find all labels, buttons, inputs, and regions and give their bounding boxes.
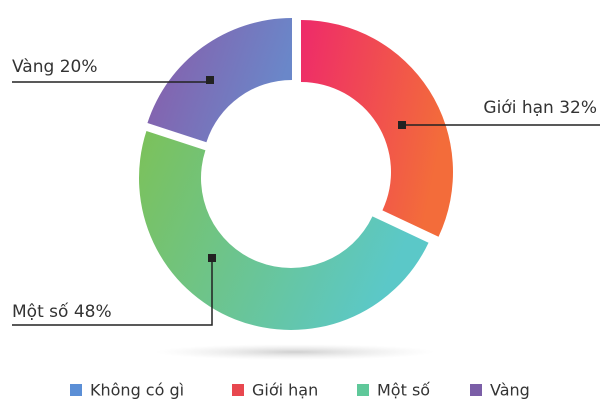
leader-marker	[398, 121, 406, 129]
legend-swatch	[470, 384, 482, 396]
data-label: Một số 48%	[12, 301, 112, 322]
data-label: Giới hạn 32%	[483, 98, 597, 118]
donut-segment	[301, 20, 453, 237]
label-value: 32%	[559, 98, 597, 118]
label-value: 20%	[60, 57, 98, 77]
leader-line	[12, 258, 213, 326]
shadow	[155, 344, 435, 360]
label-value: 48%	[74, 302, 112, 322]
label-name: Giới hạn	[483, 98, 553, 118]
leader-marker	[206, 76, 214, 84]
donut-segment	[147, 18, 292, 143]
legend-swatch	[70, 384, 82, 396]
label-name: Vàng	[12, 57, 54, 77]
legend-swatch	[357, 384, 369, 396]
legend-label: Giới hạn	[252, 381, 318, 400]
legend-label: Một số	[377, 381, 430, 400]
legend-swatch	[232, 384, 244, 396]
legend-label: Không có gì	[90, 381, 184, 400]
leader-marker	[208, 254, 216, 262]
donut-segment	[138, 131, 429, 331]
label-name: Một số	[12, 301, 69, 322]
data-label: Vàng 20%	[12, 57, 98, 77]
legend-label: Vàng	[490, 381, 530, 400]
